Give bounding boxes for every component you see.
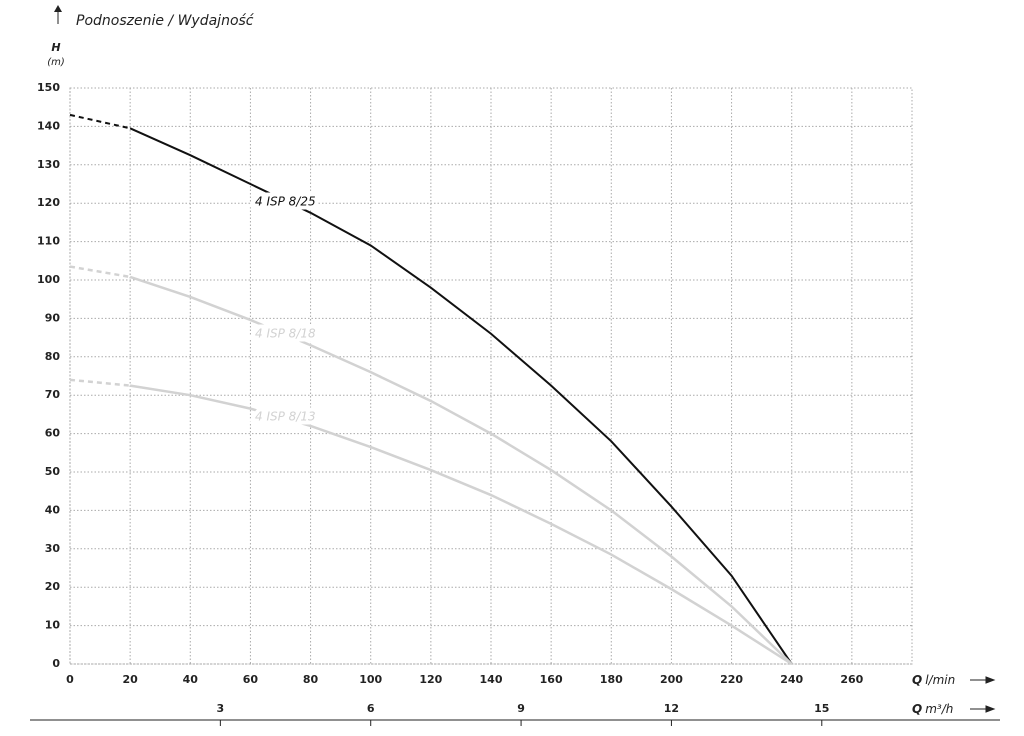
x-axis-unit: l/min (925, 673, 955, 687)
x-tick-label: 100 (359, 673, 382, 686)
x2-tick-label: 15 (814, 702, 829, 715)
curve-label: 4 ISP 8/18 (255, 327, 316, 341)
x2-tick-label: 3 (217, 702, 225, 715)
curve-extrapolated (69, 378, 131, 387)
x2-tick-label: 9 (517, 702, 525, 715)
y-tick-label: 20 (45, 580, 61, 593)
y-tick-label: 150 (37, 81, 60, 94)
curve-extrapolated (69, 113, 131, 130)
x2-tick-label: 12 (664, 702, 679, 715)
x-tick-label: 180 (600, 673, 623, 686)
curve-label: 4 ISP 8/13 (255, 410, 316, 424)
y-tick-label: 70 (45, 388, 61, 401)
axis-arrows (970, 676, 996, 713)
x-tick-label: 220 (720, 673, 743, 686)
y-tick-label: 100 (37, 273, 60, 286)
x-tick-label: 240 (780, 673, 803, 686)
curve-label: 4 ISP 8/25 (255, 195, 316, 209)
x2-tick-label: 6 (367, 702, 375, 715)
x-tick-label: 0 (66, 673, 74, 686)
y-axis-symbol: H (51, 41, 60, 54)
x-tick-label: 40 (183, 673, 199, 686)
y-tick-label: 140 (37, 119, 60, 132)
y-tick-label: 40 (45, 503, 61, 516)
y-tick-label: 120 (37, 196, 60, 209)
curve (129, 275, 793, 665)
y-tick-label: 30 (45, 542, 61, 555)
y-tick-label: 130 (37, 158, 60, 171)
y-axis-unit: (m) (47, 57, 65, 68)
chart-title: Podnoszenie / Wydajność (76, 13, 255, 29)
x-axis-symbol: Q (912, 673, 922, 687)
y-tick-label: 50 (45, 465, 61, 478)
x-tick-label: 60 (243, 673, 259, 686)
x-tick-label: 140 (480, 673, 503, 686)
y-tick-label: 0 (52, 657, 60, 670)
curve-extrapolated (69, 265, 131, 279)
curve (129, 384, 793, 666)
y-tick-label: 90 (45, 311, 61, 324)
x-tick-label: 260 (840, 673, 863, 686)
x2-axis-symbol: Q (912, 702, 922, 716)
curve (129, 127, 793, 665)
x-tick-label: 200 (660, 673, 683, 686)
x-tick-label: 80 (303, 673, 319, 686)
y-tick-label: 110 (37, 235, 60, 248)
y-tick-label: 10 (45, 619, 61, 632)
x-tick-label: 120 (419, 673, 442, 686)
x-tick-label: 160 (540, 673, 563, 686)
y-tick-label: 60 (45, 427, 61, 440)
title-arrow-head (54, 5, 62, 12)
x2-axis-unit: m³/h (925, 702, 953, 716)
y-tick-label: 80 (45, 350, 61, 363)
x-tick-label: 20 (122, 673, 138, 686)
